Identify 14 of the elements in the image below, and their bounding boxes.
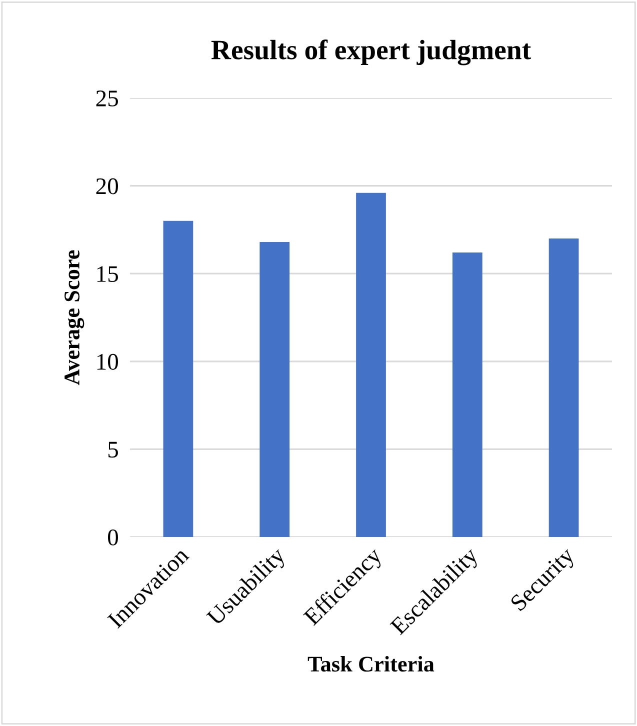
bar <box>452 252 482 537</box>
bar <box>356 192 386 537</box>
bar <box>548 238 579 537</box>
y-tick-label: 20 <box>96 178 118 194</box>
y-tick-label: 0 <box>108 529 118 546</box>
y-axis-title: Average Score <box>64 250 84 386</box>
y-tick-label: 10 <box>97 354 118 370</box>
y-tick-label: 5 <box>108 442 118 458</box>
bar <box>163 220 194 537</box>
y-tick-label: 15 <box>97 266 118 282</box>
bar <box>260 242 290 537</box>
y-tick-label: 25 <box>96 90 118 106</box>
x-axis-title: Task Criteria <box>308 656 434 672</box>
chart-title: Results of expert judgment <box>211 40 531 66</box>
